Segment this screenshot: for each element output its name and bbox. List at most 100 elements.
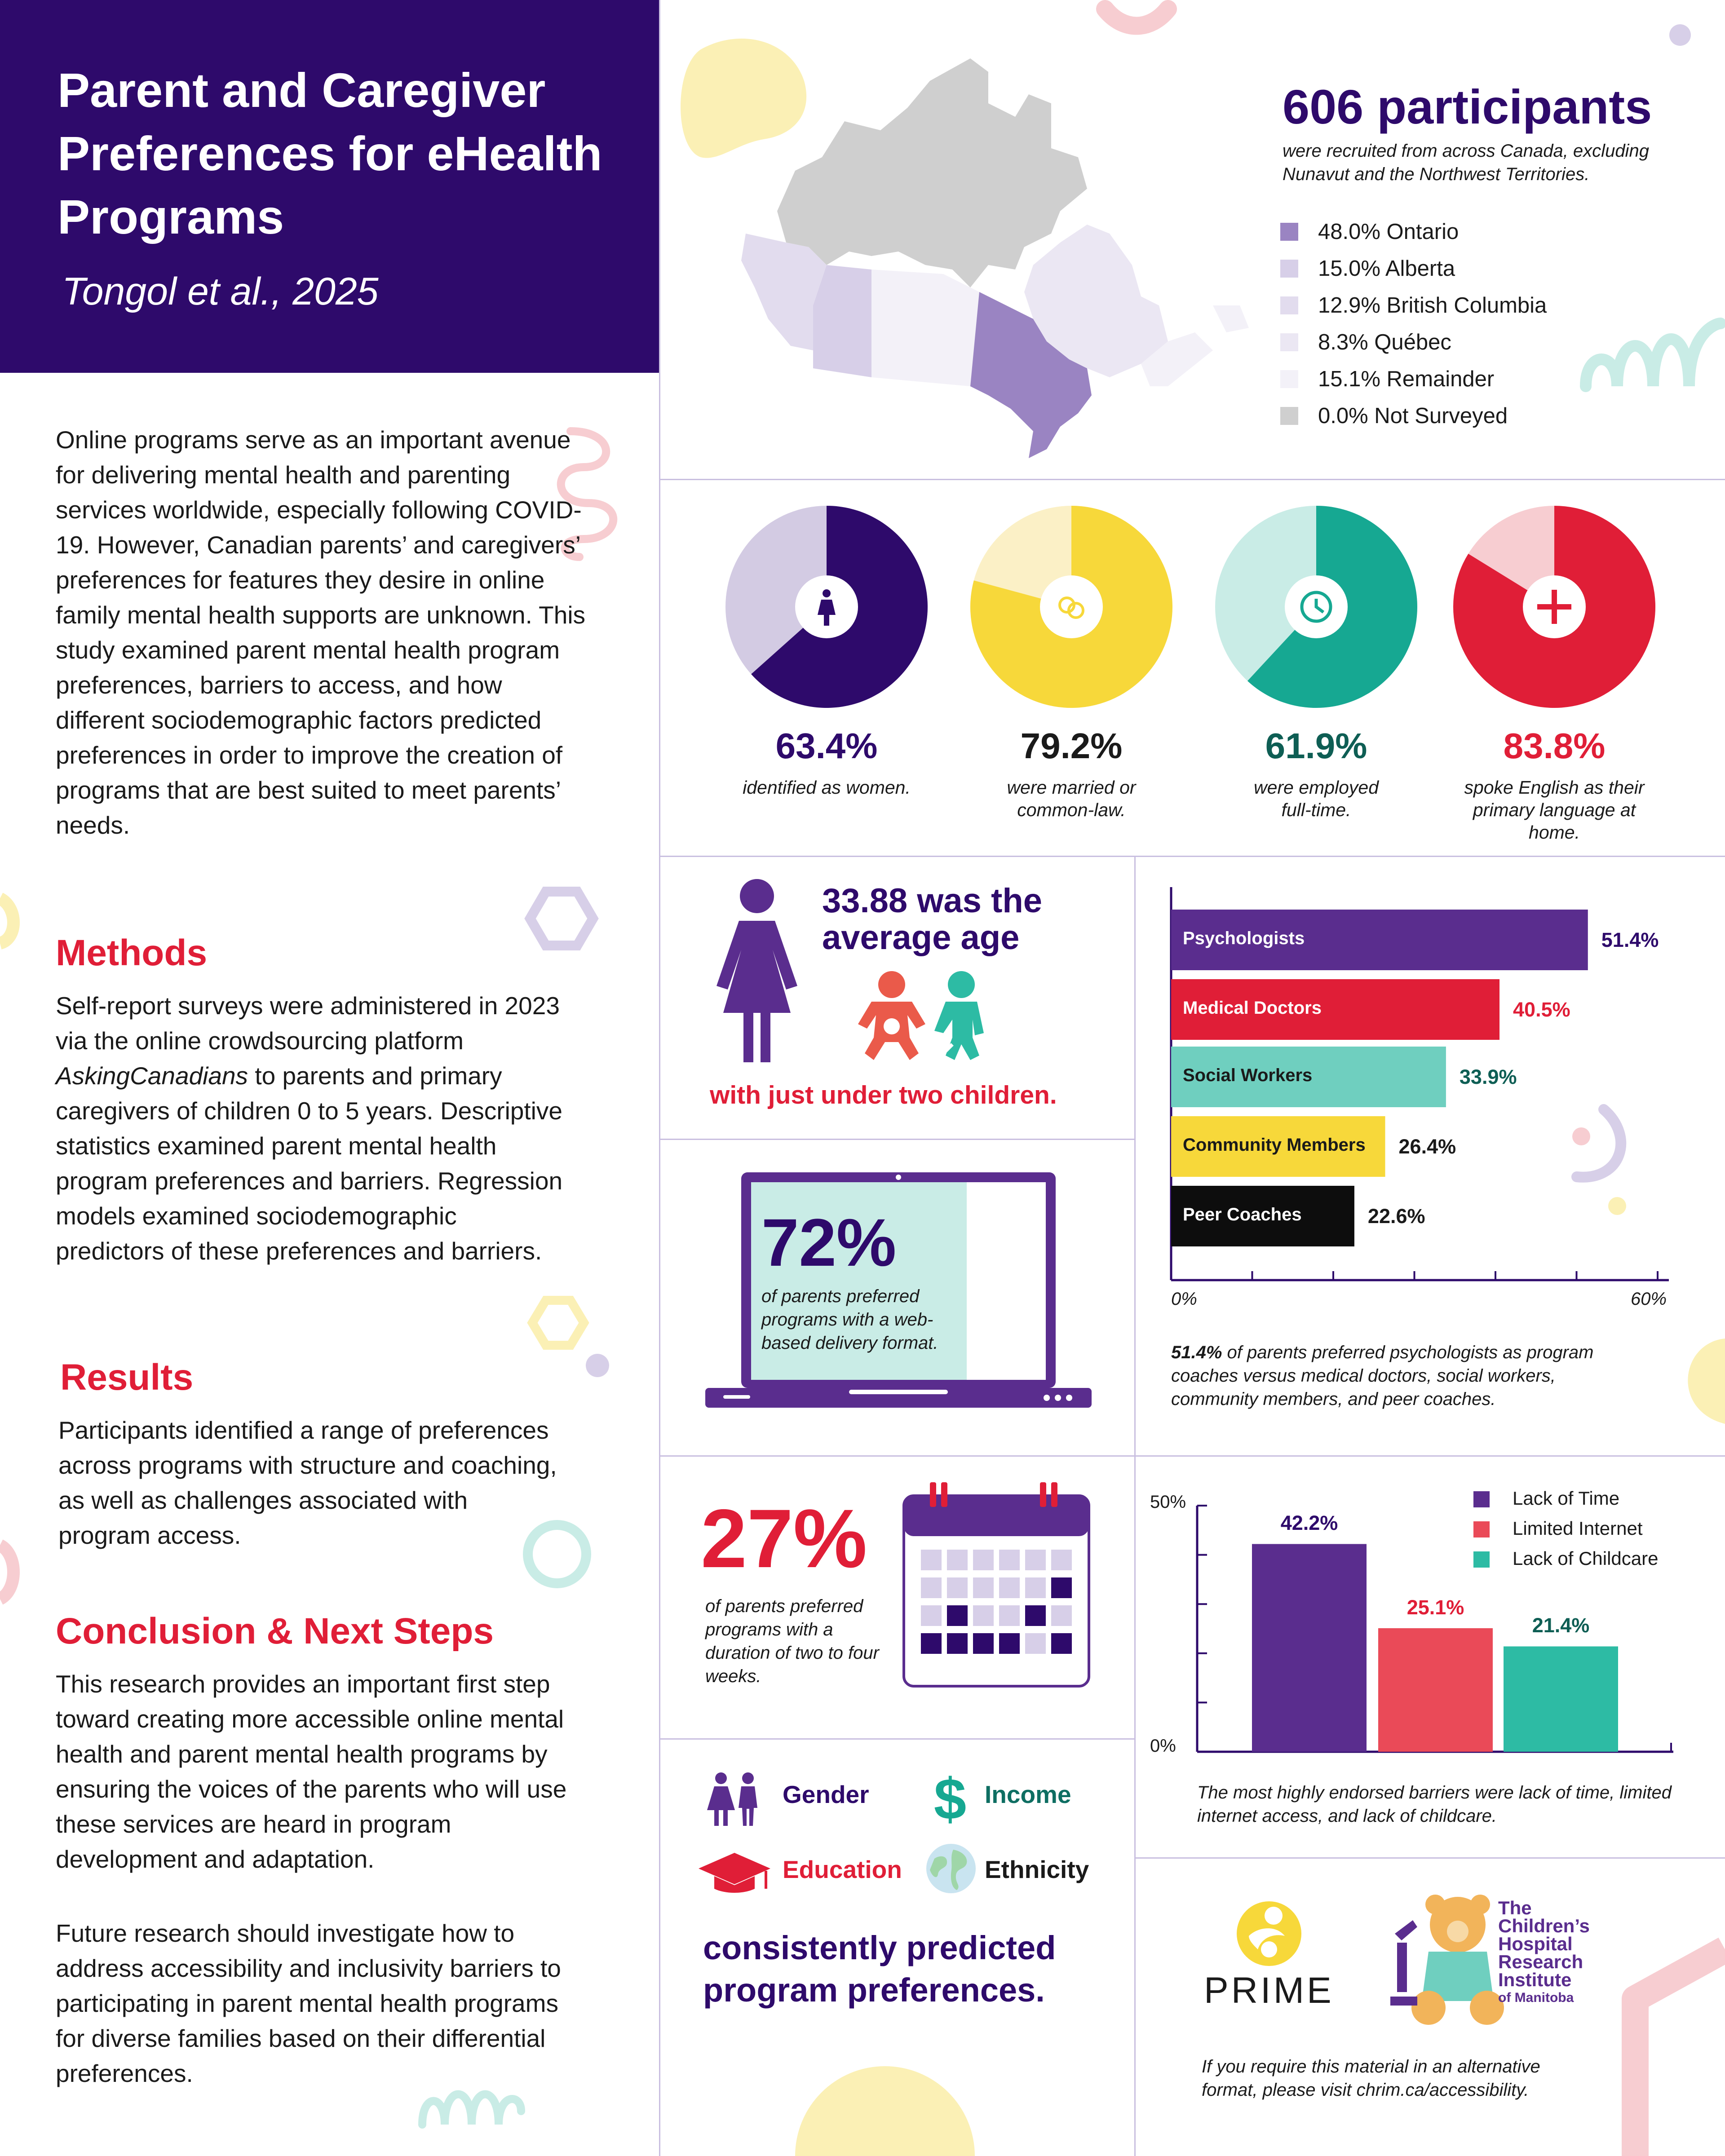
woman-icon-glyph xyxy=(818,589,836,626)
coaches-bar-label: Peer Coaches xyxy=(1183,1204,1302,1224)
results-heading: Results xyxy=(60,1357,194,1398)
gender-icon xyxy=(707,1772,757,1826)
coaches-bar-label: Medical Doctors xyxy=(1183,998,1322,1018)
accessibility-note: If you require this material in an alter… xyxy=(1202,2057,1540,2100)
barriers-bar xyxy=(1504,1646,1618,1752)
calendar-day xyxy=(999,1633,1020,1654)
barriers-tick-label: 0% xyxy=(1150,1736,1176,1756)
web-format-caption: of parents preferred programs with a web… xyxy=(761,1286,938,1353)
page-title: Parent and Caregiver Preferences for eHe… xyxy=(58,63,602,244)
barriers-bar xyxy=(1378,1628,1493,1752)
coaches-bar xyxy=(1171,910,1588,970)
calendar-day xyxy=(999,1605,1020,1626)
divider-coaches xyxy=(659,1455,1725,1457)
coaches-bar xyxy=(1171,1047,1446,1107)
barriers-tick-label: 50% xyxy=(1150,1492,1186,1512)
web-format-value: 72% xyxy=(761,1205,897,1280)
calendar-day xyxy=(947,1550,968,1570)
methods-text-a: Self-report surveys were administered in… xyxy=(56,992,560,1055)
legend-remainder: 15.1% Remainder xyxy=(1280,367,1494,392)
conclusion-heading: Conclusion & Next Steps xyxy=(56,1611,494,1652)
barriers-legend-label: Lack of Childcare xyxy=(1513,1548,1659,1569)
calendar-day xyxy=(1025,1577,1046,1598)
calendar-day xyxy=(1051,1633,1072,1654)
chrim-line: The xyxy=(1498,1897,1532,1918)
chrim-bear-logo-icon xyxy=(1390,1895,1504,2025)
legend-not-surveyed: 0.0% Not Surveyed xyxy=(1280,403,1508,429)
coaches-bar-value: 26.4% xyxy=(1398,1135,1456,1158)
calendar-day xyxy=(973,1577,994,1598)
title-banner xyxy=(0,0,659,373)
intro-text: Online programs serve as an important av… xyxy=(56,426,586,839)
calendar-day xyxy=(947,1577,968,1598)
prime-logo-icon xyxy=(1237,1901,1301,1966)
donut-caption-english: spoke English as their primary language … xyxy=(1464,777,1645,843)
barriers-legend-swatch xyxy=(1473,1521,1490,1537)
legend-label: 15.0% Alberta xyxy=(1318,256,1455,281)
calendar-day xyxy=(1051,1577,1072,1598)
baby-icon xyxy=(858,971,925,1060)
calendar-day xyxy=(1051,1550,1072,1570)
calendar-day xyxy=(973,1633,994,1654)
chrim-line: Hospital xyxy=(1498,1933,1573,1954)
svg-text:$: $ xyxy=(934,1766,966,1832)
calendar-day xyxy=(1051,1605,1072,1626)
barriers-bar-value: 42.2% xyxy=(1280,1511,1338,1535)
divider-map xyxy=(659,479,1725,480)
predictor-gender: Gender xyxy=(783,1780,869,1808)
divider-duration xyxy=(659,1738,1134,1740)
chrim-line: Research xyxy=(1498,1951,1583,1972)
coaches-bar xyxy=(1171,1186,1354,1246)
methods-text: Self-report surveys were administered in… xyxy=(56,988,563,1268)
calendar-day xyxy=(921,1633,942,1654)
calendar-day xyxy=(999,1577,1020,1598)
legend-quebec: 8.3% Québec xyxy=(1280,330,1451,355)
legend-british-columbia: 12.9% British Columbia xyxy=(1280,293,1547,318)
calendar-ring xyxy=(941,1482,947,1507)
predictor-education: Education xyxy=(783,1856,902,1883)
legend-label: 8.3% Québec xyxy=(1318,330,1451,354)
legend-swatch xyxy=(1280,223,1298,241)
donut-charts xyxy=(725,506,1655,708)
participants-headline: 606 participants xyxy=(1283,80,1652,134)
legend-ontario: 48.0% Ontario xyxy=(1280,219,1459,244)
globe-icon xyxy=(926,1844,976,1893)
barriers-bar-value: 25.1% xyxy=(1407,1595,1464,1619)
dollar-icon: $ xyxy=(934,1766,966,1832)
divider-donuts xyxy=(659,856,1725,857)
donut-caption-employed: were employed full-time. xyxy=(1253,777,1379,820)
chrim-line: Children’s xyxy=(1498,1915,1590,1936)
average-age-headline: 33.88 was the average age xyxy=(822,882,1043,957)
coaches-bar-label: Psychologists xyxy=(1183,928,1305,948)
coaches-bar xyxy=(1171,1116,1385,1177)
legend-label: 12.9% British Columbia xyxy=(1318,293,1547,318)
calendar-icon xyxy=(902,1482,1090,1688)
methods-platform: AskingCanadians xyxy=(56,1062,248,1090)
duration-caption: of parents preferred programs with a dur… xyxy=(705,1596,879,1686)
divider-age xyxy=(659,1139,1134,1140)
calendar-day xyxy=(1025,1550,1046,1570)
legend-swatch xyxy=(1280,260,1298,278)
coaches-bar-value: 51.4% xyxy=(1601,928,1659,951)
coaches-bar-label: Social Workers xyxy=(1183,1065,1313,1085)
calendar-day xyxy=(999,1550,1020,1570)
barriers-chart xyxy=(1196,1491,1673,1753)
coaches-note-text: of parents preferred psychologists as pr… xyxy=(1171,1343,1594,1409)
participants-sub: were recruited from across Canada, exclu… xyxy=(1283,141,1649,184)
calendar-day xyxy=(947,1633,968,1654)
map-territories xyxy=(777,58,1087,287)
donut-value-english: 83.8% xyxy=(1503,726,1606,766)
rings-icon xyxy=(1040,575,1103,638)
chrim-line: of Manitoba xyxy=(1498,1990,1574,2005)
legend-swatch xyxy=(1280,296,1298,314)
donut-value-women: 63.4% xyxy=(775,726,878,766)
barriers-note: The most highly endorsed barriers were l… xyxy=(1197,1783,1672,1826)
coaches-bar-value: 40.5% xyxy=(1513,998,1570,1021)
barriers-legend-swatch xyxy=(1473,1551,1490,1568)
coaches-note: 51.4% of parents preferred psychologists… xyxy=(1171,1341,1647,1411)
donut-caption-married: were married or common-law. xyxy=(1007,777,1136,820)
coaches-bar-value: 22.6% xyxy=(1367,1204,1425,1228)
calendar-day xyxy=(947,1605,968,1626)
predictor-income: Income xyxy=(985,1780,1071,1808)
barriers-legend-label: Lack of Time xyxy=(1513,1488,1620,1509)
